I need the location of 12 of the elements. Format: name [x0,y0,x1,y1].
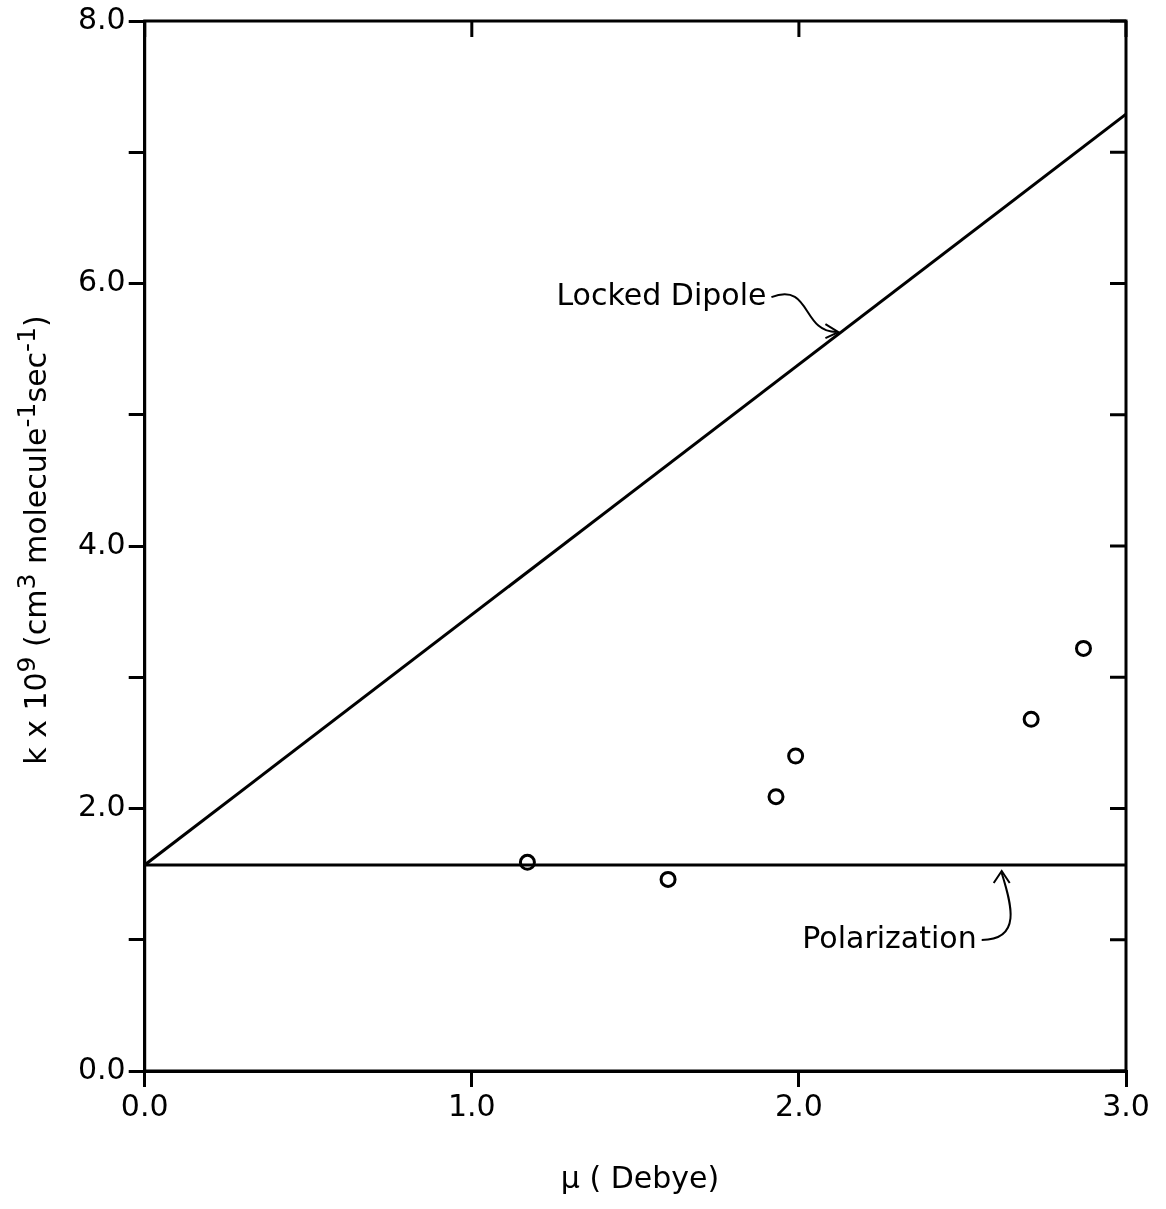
annotation: Locked Dipole [556,276,767,312]
x-tick-label: 1.0 [447,1087,496,1123]
x-tick-label: 3.0 [1102,1087,1150,1123]
annotation: Polarization [802,919,977,955]
y-tick-label: 8.0 [77,0,126,36]
x-tick-label: 2.0 [775,1087,823,1123]
y-tick-label: 4.0 [77,525,126,561]
x-axis-title: μ ( Debye) [560,1160,720,1195]
x-tick-label: 0.0 [120,1087,169,1123]
y-tick-label: 2.0 [77,788,126,824]
y-tick-label: 0.0 [77,1050,126,1086]
y-tick-label: 6.0 [77,263,126,299]
